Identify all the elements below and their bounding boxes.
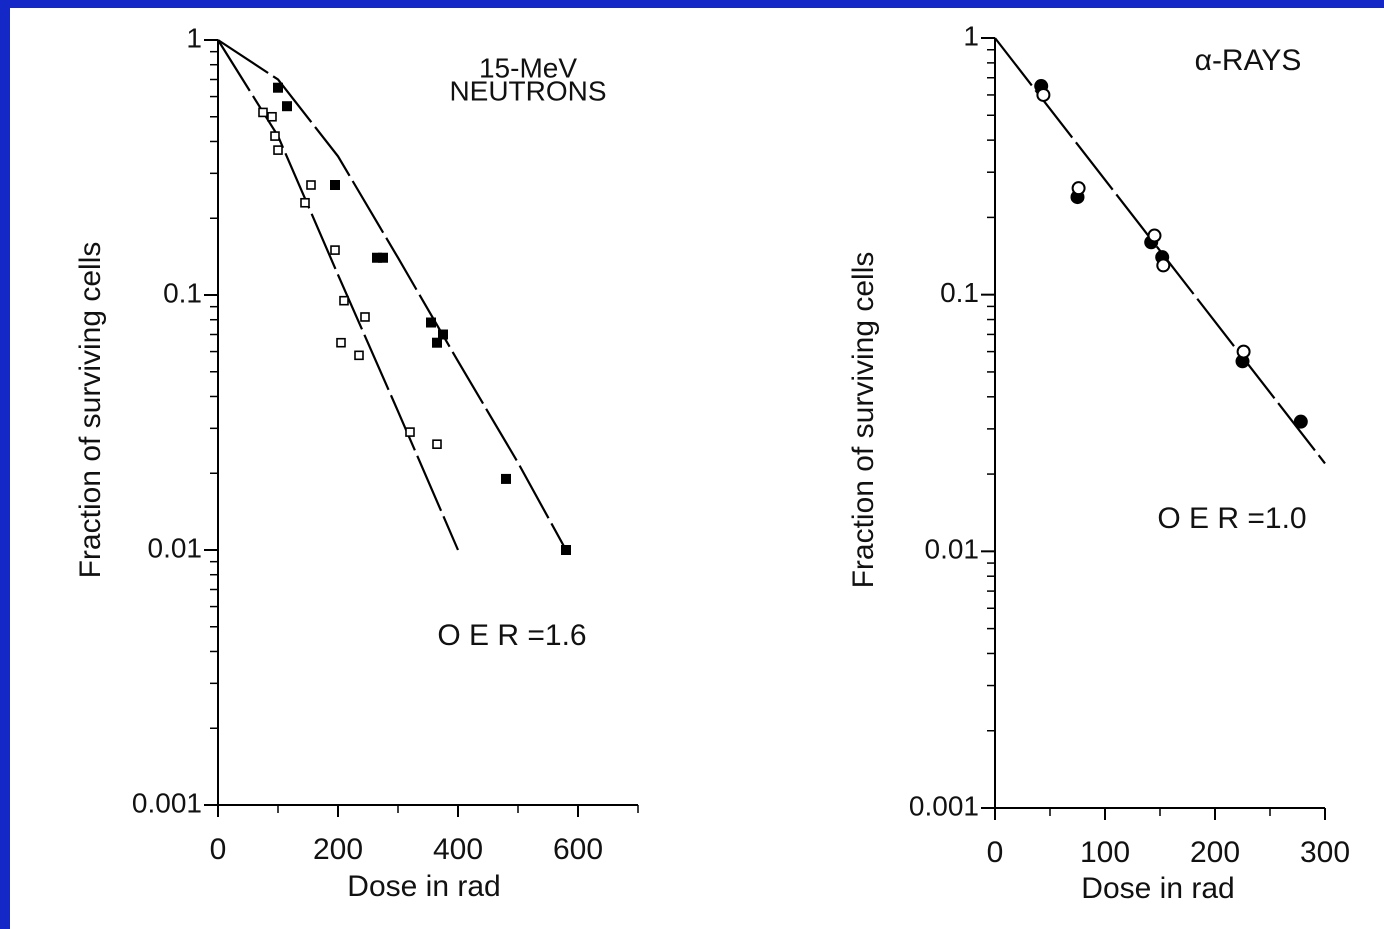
marker: [432, 439, 442, 449]
fit-curve: [217, 39, 460, 551]
fit-curve: [217, 39, 567, 551]
y-tick-label: 0.001: [909, 790, 979, 821]
y-tick-label: 0.01: [148, 532, 203, 563]
marker: [1156, 258, 1171, 273]
marker: [1147, 228, 1162, 243]
marker: [372, 252, 382, 263]
marker: [273, 82, 283, 93]
annotation: 15-MeV: [479, 52, 577, 83]
x-tick-label: 600: [553, 833, 603, 866]
x-axis-label: Dose in rad: [347, 870, 500, 903]
annotation: α-RAYS: [1195, 44, 1302, 77]
y-tick-label: 0.001: [132, 787, 202, 818]
panel: [10, 8, 1384, 929]
marker: [378, 252, 388, 263]
y-axis-label: Fraction of surviving cells: [74, 242, 107, 579]
marker: [1236, 344, 1251, 359]
x-tick-label: 100: [1080, 836, 1130, 869]
marker: [1036, 87, 1051, 102]
marker: [339, 295, 349, 306]
marker: [405, 427, 415, 437]
y-tick-label: 1: [186, 22, 202, 53]
marker: [354, 350, 364, 361]
marker: [1293, 414, 1308, 429]
x-tick-label: 0: [210, 833, 227, 866]
marker: [561, 545, 571, 555]
marker: [330, 245, 340, 255]
marker: [432, 337, 442, 348]
marker: [360, 312, 370, 322]
marker: [426, 317, 436, 328]
annotation: NEUTRONS: [449, 75, 606, 106]
x-tick-label: 300: [1300, 836, 1350, 869]
marker: [336, 337, 346, 348]
x-axis-label: Dose in rad: [1081, 872, 1234, 905]
annotation: O E R =1.6: [437, 619, 586, 652]
marker: [501, 473, 511, 484]
x-tick-label: 0: [987, 836, 1004, 869]
y-tick-label: 0.1: [940, 277, 979, 308]
marker: [282, 101, 292, 112]
marker: [270, 131, 280, 141]
annotation: O E R =1.0: [1157, 502, 1306, 535]
x-tick-label: 200: [1190, 836, 1240, 869]
marker: [300, 197, 310, 208]
marker: [306, 180, 316, 190]
marker: [273, 145, 283, 155]
x-tick-label: 200: [313, 833, 363, 866]
y-axis-label: Fraction of surviving cells: [847, 252, 880, 589]
marker: [1071, 181, 1086, 196]
marker: [267, 111, 277, 122]
y-tick-label: 0.1: [163, 277, 202, 308]
x-tick-label: 400: [433, 833, 483, 866]
marker: [330, 180, 340, 191]
marker: [258, 107, 268, 118]
y-tick-label: 0.01: [925, 534, 980, 565]
marker: [438, 329, 448, 340]
y-tick-label: 1: [963, 20, 979, 51]
